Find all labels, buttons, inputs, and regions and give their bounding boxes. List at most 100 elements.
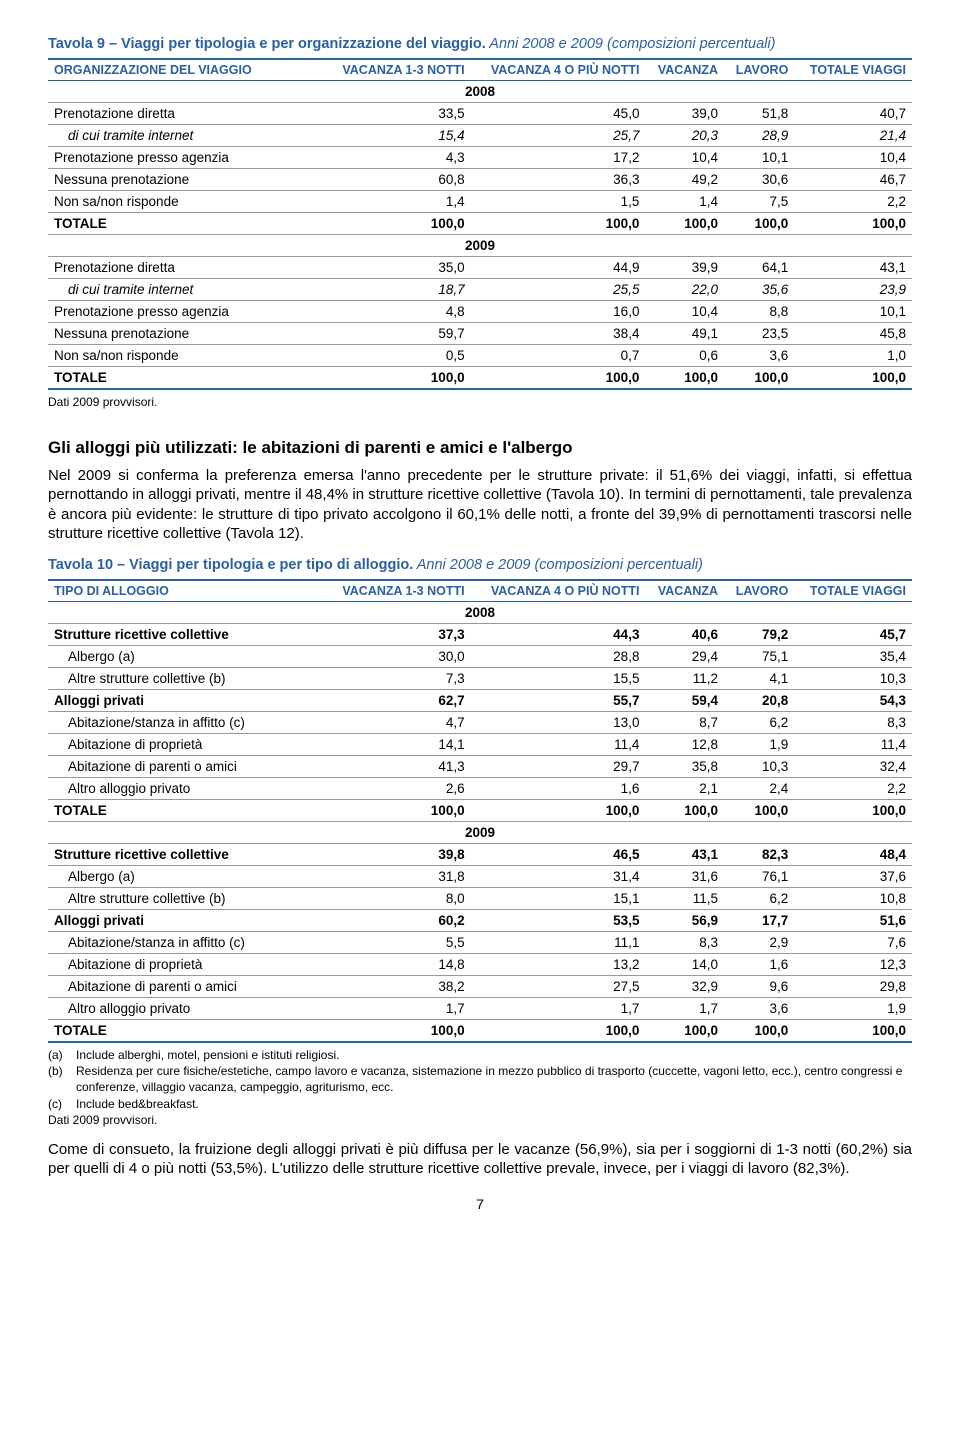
table9: ORGANIZZAZIONE DEL VIAGGIO VACANZA 1-3 N…: [48, 58, 912, 390]
cell-value: 5,5: [324, 931, 470, 953]
footnote-text: Residenza per cure fisiche/estetiche, ca…: [76, 1063, 912, 1095]
cell-value: 76,1: [724, 865, 794, 887]
table10-h2: VACANZA: [645, 580, 724, 602]
cell-value: 100,0: [794, 367, 912, 390]
cell-value: 7,3: [324, 667, 470, 689]
cell-value: 100,0: [645, 799, 724, 821]
year-section: 2009: [48, 235, 912, 257]
cell-value: 3,6: [724, 997, 794, 1019]
table-row: Nessuna prenotazione59,738,449,123,545,8: [48, 323, 912, 345]
cell-value: 0,5: [324, 345, 470, 367]
cell-value: 59,4: [645, 689, 724, 711]
cell-value: 100,0: [324, 367, 470, 390]
cell-value: 8,7: [645, 711, 724, 733]
cell-value: 51,8: [724, 103, 794, 125]
row-label: Abitazione di parenti o amici: [48, 755, 324, 777]
table-row: Nessuna prenotazione60,836,349,230,646,7: [48, 169, 912, 191]
cell-value: 14,1: [324, 733, 470, 755]
table-row: TOTALE100,0100,0100,0100,0100,0: [48, 799, 912, 821]
cell-value: 49,1: [645, 323, 724, 345]
table-row: Prenotazione presso agenzia4,816,010,48,…: [48, 301, 912, 323]
cell-value: 60,2: [324, 909, 470, 931]
cell-value: 28,8: [471, 645, 646, 667]
footnote: (c)Include bed&breakfast.: [48, 1096, 912, 1112]
row-label: Strutture ricettive collettive: [48, 843, 324, 865]
cell-value: 100,0: [645, 213, 724, 235]
row-label: Prenotazione diretta: [48, 257, 324, 279]
footnote-tag: (c): [48, 1096, 76, 1112]
cell-value: 43,1: [794, 257, 912, 279]
row-label: TOTALE: [48, 1019, 324, 1042]
cell-value: 4,1: [724, 667, 794, 689]
cell-value: 30,0: [324, 645, 470, 667]
cell-value: 1,0: [794, 345, 912, 367]
cell-value: 39,0: [645, 103, 724, 125]
row-label: di cui tramite internet: [48, 125, 324, 147]
row-label: Abitazione di proprietà: [48, 953, 324, 975]
table-row: di cui tramite internet18,725,522,035,62…: [48, 279, 912, 301]
cell-value: 100,0: [794, 799, 912, 821]
row-label: Albergo (a): [48, 865, 324, 887]
cell-value: 10,4: [645, 301, 724, 323]
table-row: di cui tramite internet15,425,720,328,92…: [48, 125, 912, 147]
row-label: Abitazione di proprietà: [48, 733, 324, 755]
cell-value: 31,8: [324, 865, 470, 887]
cell-value: 1,4: [324, 191, 470, 213]
table9-footnote: Dati 2009 provvisori.: [48, 394, 912, 410]
cell-value: 20,8: [724, 689, 794, 711]
row-label: Albergo (a): [48, 645, 324, 667]
year-section: 2008: [48, 601, 912, 623]
table-row: Non sa/non risponde0,50,70,63,61,0: [48, 345, 912, 367]
row-label: Abitazione/stanza in affitto (c): [48, 931, 324, 953]
cell-value: 11,4: [471, 733, 646, 755]
footnote-text: Include alberghi, motel, pensioni e isti…: [76, 1047, 339, 1063]
cell-value: 1,6: [471, 777, 646, 799]
table-row: Non sa/non risponde1,41,51,47,52,2: [48, 191, 912, 213]
cell-value: 11,1: [471, 931, 646, 953]
table-row: Prenotazione diretta35,044,939,964,143,1: [48, 257, 912, 279]
cell-value: 1,9: [724, 733, 794, 755]
cell-value: 10,3: [794, 667, 912, 689]
cell-value: 100,0: [471, 367, 646, 390]
table-row: Abitazione di proprietà14,111,412,81,911…: [48, 733, 912, 755]
cell-value: 8,0: [324, 887, 470, 909]
cell-value: 46,5: [471, 843, 646, 865]
cell-value: 2,2: [794, 777, 912, 799]
table9-h0: VACANZA 1-3 NOTTI: [324, 59, 470, 81]
cell-value: 9,6: [724, 975, 794, 997]
cell-value: 10,4: [794, 147, 912, 169]
cell-value: 0,6: [645, 345, 724, 367]
cell-value: 44,3: [471, 623, 646, 645]
table10-col-label: TIPO DI ALLOGGIO: [48, 580, 324, 602]
cell-value: 100,0: [471, 1019, 646, 1042]
footnote: (b)Residenza per cure fisiche/estetiche,…: [48, 1063, 912, 1095]
cell-value: 37,3: [324, 623, 470, 645]
table9-h3: LAVORO: [724, 59, 794, 81]
page-number: 7: [48, 1196, 912, 1212]
cell-value: 43,1: [645, 843, 724, 865]
cell-value: 39,9: [645, 257, 724, 279]
cell-value: 45,7: [794, 623, 912, 645]
cell-value: 51,6: [794, 909, 912, 931]
cell-value: 100,0: [724, 1019, 794, 1042]
cell-value: 75,1: [724, 645, 794, 667]
cell-value: 49,2: [645, 169, 724, 191]
row-label: Altro alloggio privato: [48, 997, 324, 1019]
row-label: Altro alloggio privato: [48, 777, 324, 799]
cell-value: 7,5: [724, 191, 794, 213]
table-row: Abitazione/stanza in affitto (c)5,511,18…: [48, 931, 912, 953]
cell-value: 6,2: [724, 887, 794, 909]
cell-value: 1,6: [724, 953, 794, 975]
row-label: TOTALE: [48, 367, 324, 390]
cell-value: 10,3: [724, 755, 794, 777]
cell-value: 17,7: [724, 909, 794, 931]
cell-value: 25,7: [471, 125, 646, 147]
row-label: Abitazione di parenti o amici: [48, 975, 324, 997]
cell-value: 22,0: [645, 279, 724, 301]
cell-value: 2,1: [645, 777, 724, 799]
cell-value: 16,0: [471, 301, 646, 323]
cell-value: 10,8: [794, 887, 912, 909]
row-label: Altre strutture collettive (b): [48, 887, 324, 909]
cell-value: 35,4: [794, 645, 912, 667]
section-heading: Gli alloggi più utilizzati: le abitazion…: [48, 438, 912, 458]
